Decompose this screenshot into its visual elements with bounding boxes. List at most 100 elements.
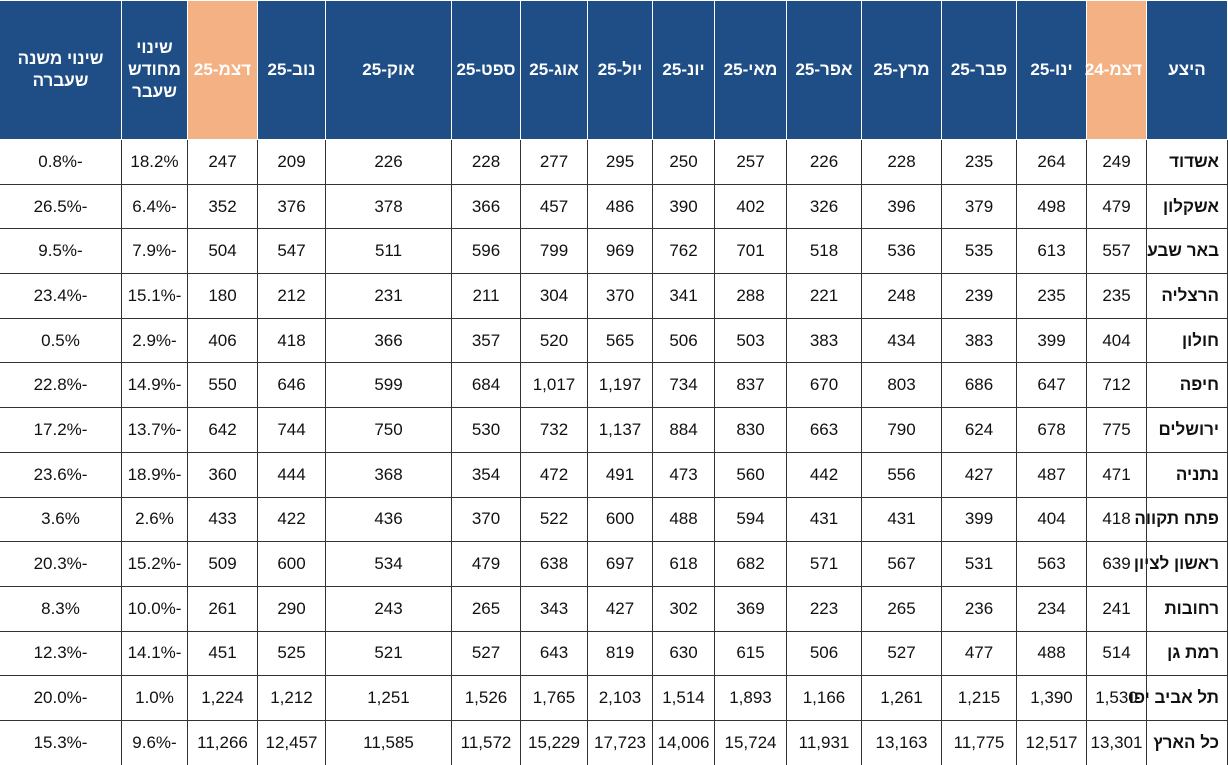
cell-value: -6.4% <box>121 183 188 230</box>
cell-value: 487 <box>1016 451 1087 498</box>
cell-value: 775 <box>1086 407 1147 453</box>
cell-value: 249 <box>1086 139 1147 185</box>
cell-value: 506 <box>786 630 862 677</box>
column-header: אוק-25 <box>325 0 452 140</box>
table-row: באר שבע 557 613 535 536 518 701 762 969 799 596 511… <box>0 228 1228 275</box>
cell-value: 530 <box>451 407 521 453</box>
cell-value: 514 <box>1086 630 1147 677</box>
cell-value: 732 <box>520 407 588 453</box>
column-header: מרץ-25 <box>861 0 942 140</box>
cell-value: 488 <box>1016 630 1087 677</box>
cell-value: 686 <box>941 362 1017 409</box>
cell-value: 18.2% <box>121 139 188 185</box>
cell-value: 646 <box>257 362 326 409</box>
cell-value: 531 <box>941 541 1017 587</box>
city-name: חיפה <box>1146 362 1228 409</box>
cell-value: 663 <box>786 407 862 453</box>
cell-value: 457 <box>520 183 588 230</box>
cell-value: 370 <box>587 273 653 319</box>
cell-value: 277 <box>520 139 588 185</box>
cell-value: 535 <box>941 228 1017 275</box>
cell-value: 1,251 <box>325 675 452 721</box>
cell-value: 2,103 <box>587 675 653 721</box>
cell-value: 1,765 <box>520 675 588 721</box>
cell-value: 563 <box>1016 541 1087 587</box>
cell-value: 399 <box>941 496 1017 543</box>
cell-value: 969 <box>587 228 653 275</box>
table-row: כל הארץ 13,301 12,517 11,775 13,163 11,931 15,… <box>0 719 1228 765</box>
cell-value: 3.6% <box>0 496 122 543</box>
table-row: רחובות 241 234 236 265 223 369 302 427 343 265 243 2… <box>0 585 1228 632</box>
cell-value: 486 <box>587 183 653 230</box>
cell-value: 418 <box>1086 496 1147 543</box>
cell-value: 15,724 <box>714 719 787 765</box>
cell-value: 234 <box>1016 585 1087 632</box>
cell-value: 560 <box>714 451 787 498</box>
table-row: נתניה 471 487 427 556 442 560 473 491 472 354 368 44… <box>0 451 1228 498</box>
cell-value: 491 <box>587 451 653 498</box>
cell-value: 790 <box>861 407 942 453</box>
cell-value: 547 <box>257 228 326 275</box>
cell-value: 368 <box>325 451 452 498</box>
cell-value: 498 <box>1016 183 1087 230</box>
cell-value: 520 <box>520 317 588 364</box>
cell-value: 884 <box>652 407 715 453</box>
cell-value: 594 <box>714 496 787 543</box>
cell-value: 571 <box>786 541 862 587</box>
column-header: אפר-25 <box>786 0 862 140</box>
cell-value: 630 <box>652 630 715 677</box>
cell-value: -14.1% <box>121 630 188 677</box>
cell-value: 11,931 <box>786 719 862 765</box>
cell-value: 343 <box>520 585 588 632</box>
cell-value: 643 <box>520 630 588 677</box>
cell-value: 762 <box>652 228 715 275</box>
cell-value: 326 <box>786 183 862 230</box>
cell-value: 599 <box>325 362 452 409</box>
cell-value: 451 <box>187 630 258 677</box>
cell-value: 2.6% <box>121 496 188 543</box>
cell-value: 837 <box>714 362 787 409</box>
cell-value: 248 <box>861 273 942 319</box>
cell-value: 243 <box>325 585 452 632</box>
cell-value: 431 <box>786 496 862 543</box>
cell-value: 527 <box>451 630 521 677</box>
cell-value: -15.3% <box>0 719 122 765</box>
cell-value: 684 <box>451 362 521 409</box>
city-name: באר שבע <box>1146 228 1228 275</box>
cell-value: 1,261 <box>861 675 942 721</box>
cell-value: 357 <box>451 317 521 364</box>
cell-value: -0.8% <box>0 139 122 185</box>
cell-value: 235 <box>1086 273 1147 319</box>
cell-value: 209 <box>257 139 326 185</box>
column-header: אוג-25 <box>520 0 588 140</box>
cell-value: 402 <box>714 183 787 230</box>
cell-value: 352 <box>187 183 258 230</box>
cell-value: 180 <box>187 273 258 319</box>
cell-value: -26.5% <box>0 183 122 230</box>
city-name: פתח תקווה <box>1134 496 1228 543</box>
cell-value: 550 <box>187 362 258 409</box>
cell-value: 670 <box>786 362 862 409</box>
cell-value: 236 <box>941 585 1017 632</box>
cell-value: 226 <box>786 139 862 185</box>
column-header: ינו-25 <box>1016 0 1087 140</box>
cell-value: -20.0% <box>0 675 122 721</box>
cell-value: 504 <box>187 228 258 275</box>
column-header: ספט-25 <box>451 0 521 140</box>
cell-value: -12.3% <box>0 630 122 677</box>
column-header: יונ-25 <box>652 0 715 140</box>
cell-value: 231 <box>325 273 452 319</box>
cell-value: 534 <box>325 541 452 587</box>
cell-value: 682 <box>714 541 787 587</box>
cell-value: 304 <box>520 273 588 319</box>
city-name: אשקלון <box>1146 183 1228 230</box>
cell-value: -18.9% <box>121 451 188 498</box>
cell-value: 527 <box>861 630 942 677</box>
cell-value: 600 <box>257 541 326 587</box>
cell-value: 647 <box>1016 362 1087 409</box>
cell-value: 369 <box>714 585 787 632</box>
cell-value: 11,585 <box>325 719 452 765</box>
cell-value: 11,266 <box>187 719 258 765</box>
cell-value: 511 <box>325 228 452 275</box>
